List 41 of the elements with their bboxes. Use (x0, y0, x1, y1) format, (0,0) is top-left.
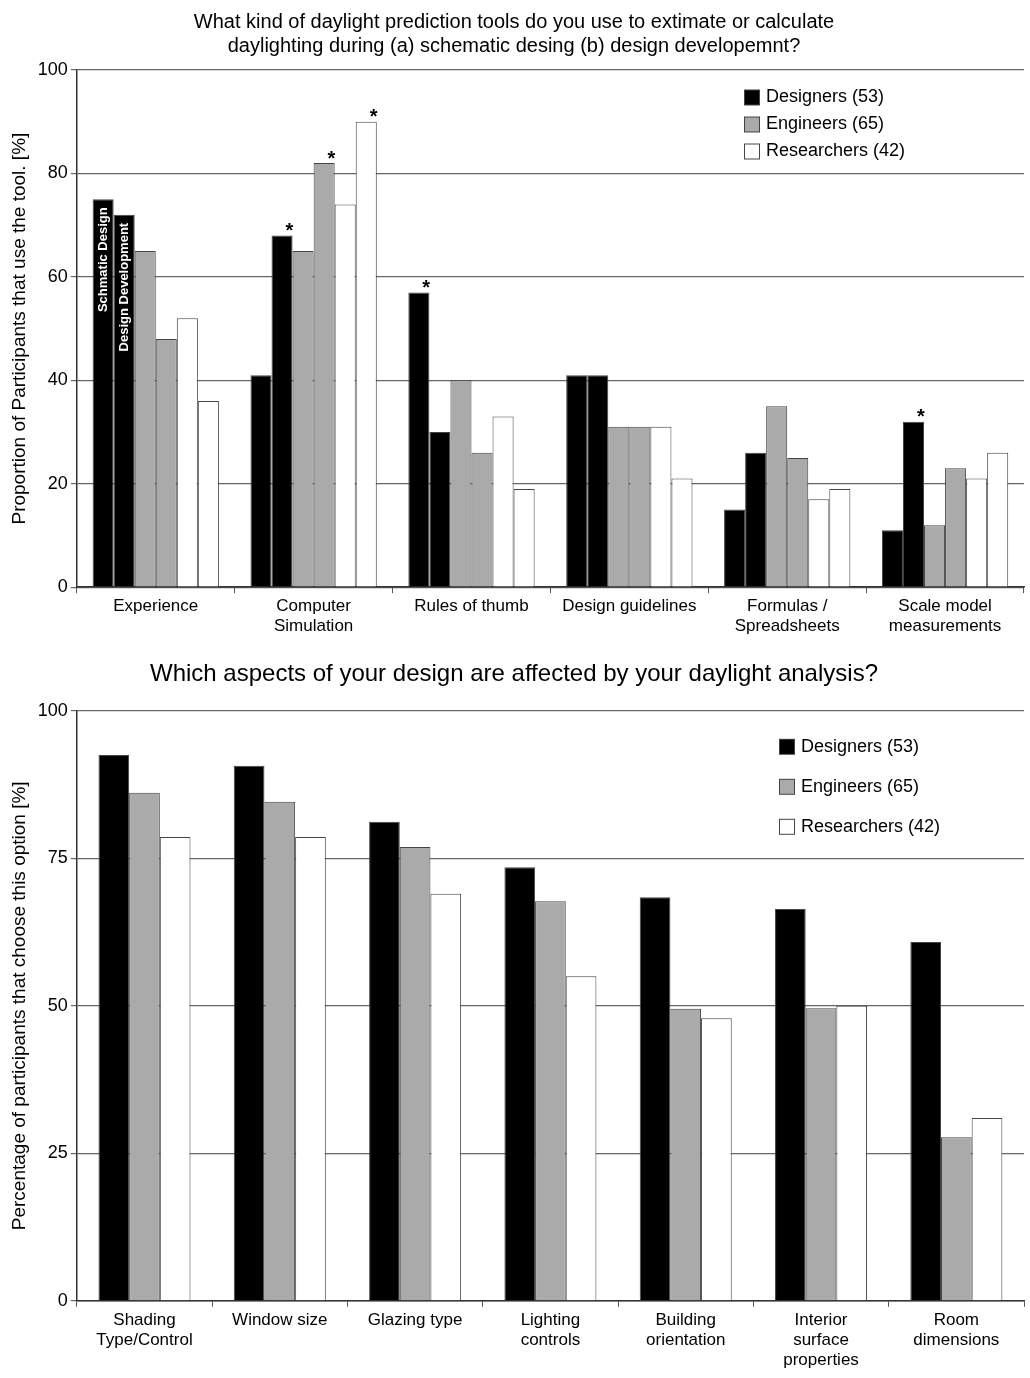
y-tick-label: 0 (57, 576, 68, 597)
x-tick-label: Lighting controls (520, 1309, 581, 1350)
legend-label: Researchers (42) (801, 815, 941, 836)
x-tick-label: Experience (113, 596, 199, 616)
legend-label: Researchers (42) (766, 140, 906, 161)
data-label: * (285, 219, 294, 242)
chart-title: Which aspects of your design are affected by your daylight analysis? (150, 659, 878, 687)
annotation: Design Development (115, 222, 131, 352)
legend-label: Engineers (65) (801, 775, 920, 796)
data-label: * (327, 146, 336, 169)
y-tick-label: 75 (47, 847, 68, 868)
x-tick-label: Formulas / Spreadsheets (734, 596, 840, 636)
x-tick-label: Rules of thumb (414, 596, 529, 616)
data-label: * (916, 405, 925, 428)
x-tick-label: Room dimensions (913, 1309, 1000, 1350)
legend-label: Engineers (65) (766, 113, 885, 134)
x-tick-label: Computer Simulation (273, 596, 354, 636)
x-tick-label: Interior surface properties (783, 1309, 859, 1370)
y-axis-title: Proportion of Participants that use the tool. [%] (7, 132, 29, 525)
y-tick-label: 25 (47, 1142, 68, 1163)
x-tick-label: Scale model measurements (888, 596, 1002, 636)
y-tick-label: 80 (47, 162, 68, 183)
y-tick-label: 40 (47, 369, 68, 390)
y-tick-label: 60 (47, 265, 68, 286)
x-tick-label: Design guidelines (562, 596, 697, 616)
legend-label: Designers (53) (766, 86, 885, 107)
y-tick-label: 100 (37, 699, 68, 720)
y-tick-label: 0 (57, 1289, 68, 1310)
x-tick-label: Glazing type (367, 1309, 463, 1329)
data-label: * (369, 105, 378, 128)
annotation: Schmatic Design (94, 207, 110, 313)
x-tick-label: Building orientation (646, 1309, 726, 1350)
y-axis-title: Percentage of participants that choose this option [%] (7, 781, 29, 1231)
y-tick-label: 50 (47, 994, 68, 1015)
x-tick-label: Window size (232, 1309, 328, 1329)
x-tick-label: Shading Type/Control (96, 1309, 193, 1350)
chart-title: What kind of daylight prediction tools do you use to extimate or calculate daylighting during (a) schematic desing (b) design developemnt? (193, 9, 835, 56)
y-tick-label: 20 (47, 472, 68, 493)
data-label: * (422, 275, 431, 298)
legend-label: Designers (53) (801, 735, 920, 756)
y-tick-label: 100 (37, 58, 68, 79)
